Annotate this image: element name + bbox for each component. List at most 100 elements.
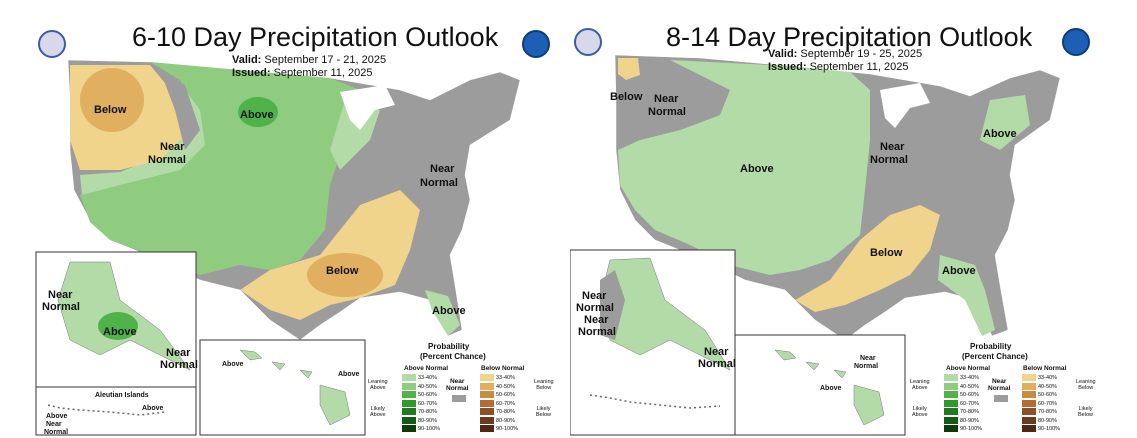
label-aleutian-above-1: Above bbox=[46, 413, 68, 420]
legend-range-above-1: 40-50% bbox=[960, 383, 979, 390]
label-ak-near-4: Normal bbox=[578, 326, 616, 338]
hawaii-islands-shape bbox=[239, 349, 351, 426]
legend-swatch-above-3 bbox=[402, 399, 416, 407]
alaska-above-50 bbox=[98, 312, 138, 340]
legend-row-below-0: 33-40% bbox=[480, 374, 515, 382]
legend-title-2: (Percent Chance) bbox=[420, 352, 486, 361]
legend-swatch-below-2 bbox=[480, 391, 494, 398]
label-near-normal-nw-2: Normal bbox=[648, 106, 686, 118]
legend-6-10: Probability (Percent Chance) Above Norma… bbox=[368, 342, 563, 436]
legend-row-below-1: 40-50% bbox=[1022, 382, 1057, 391]
legend-row-below-1: 40-50% bbox=[480, 382, 515, 391]
legend-swatch-above-5 bbox=[944, 416, 958, 424]
legend-range-above-3: 60-70% bbox=[960, 400, 979, 407]
legend-leaning-below: Leaning Below bbox=[1076, 379, 1096, 391]
legend-below-head: Below Normal bbox=[1023, 365, 1067, 372]
near-normal-nw bbox=[616, 60, 720, 140]
label-ak-near-se-1: Near bbox=[166, 347, 191, 359]
issued-value: September 11, 2025 bbox=[273, 67, 373, 79]
legend-range-above-3: 60-70% bbox=[418, 400, 437, 407]
label-hi-near-1: Near bbox=[860, 355, 876, 362]
valid-value: September 19 - 25, 2025 bbox=[800, 48, 923, 60]
legend-swatch-below-2 bbox=[1022, 391, 1036, 398]
label-ak-near-1: Near bbox=[582, 290, 607, 302]
alaska-near-normal bbox=[600, 270, 625, 340]
legend-swatch-below-6 bbox=[1022, 425, 1036, 432]
page-title-6-10: 6-10 Day Precipitation Outlook bbox=[132, 22, 499, 52]
valid-line-6-10: Valid: September 17 - 21, 2025 bbox=[232, 54, 386, 66]
legend-swatch-below-6 bbox=[480, 425, 494, 432]
label-near-normal-e-2: Normal bbox=[420, 177, 458, 189]
legend-range-above-4: 70-80% bbox=[418, 408, 437, 415]
legend-above-head: Above Normal bbox=[946, 365, 991, 372]
legend-swatch-above-6 bbox=[944, 425, 958, 432]
legend-range-below-5: 80-90% bbox=[496, 417, 515, 424]
label-hi-above-1: Above bbox=[222, 361, 244, 368]
legend-swatch-above-2 bbox=[402, 391, 416, 398]
legend-row-below-2: 50-60% bbox=[480, 391, 515, 399]
legend-row-above-4: 70-80% bbox=[944, 408, 979, 416]
legend-swatch-below-1 bbox=[1022, 382, 1036, 390]
above-lean-se bbox=[938, 255, 995, 336]
legend-row-above-2: 50-60% bbox=[944, 391, 979, 399]
label-hi-above-2: Above bbox=[338, 371, 360, 378]
label-near-normal-nw-1: Near bbox=[654, 93, 679, 105]
legend-row-above-6: 90-100% bbox=[402, 425, 440, 433]
label-ak-near-se-2: Normal bbox=[160, 359, 198, 371]
valid-line-8-14: Valid: September 19 - 25, 2025 bbox=[768, 48, 922, 60]
legend-row-above-5: 80-90% bbox=[944, 416, 979, 425]
aleutian-inset-box bbox=[35, 386, 197, 436]
legend-row-below-4: 70-80% bbox=[1022, 408, 1057, 416]
valid-label: Valid: bbox=[768, 48, 798, 60]
legend-near-swatch bbox=[994, 395, 1008, 402]
legend-range-below-6: 90-100% bbox=[1038, 425, 1061, 432]
noaa-logo-icon bbox=[1062, 28, 1090, 56]
legend-title-1: Probability bbox=[428, 342, 470, 351]
near-normal-nw-wedge bbox=[160, 70, 200, 150]
legend-swatch-above-0 bbox=[402, 374, 416, 381]
legend-range-above-0: 33-40% bbox=[960, 374, 979, 381]
label-ak-near-3: Near bbox=[584, 314, 609, 326]
label-aleutian-above-2: Above bbox=[142, 405, 164, 412]
legend-swatch-below-4 bbox=[480, 408, 494, 415]
legend-swatch-above-1 bbox=[402, 382, 416, 390]
legend-swatch-below-3 bbox=[480, 399, 494, 407]
outlook-panel-8-14-day: Below Near Normal Above Near Normal Abov… bbox=[570, 0, 1135, 438]
legend-likely-below: Likely Below bbox=[1078, 406, 1093, 418]
legend-8-14: Probability (Percent Chance) Above Norma… bbox=[910, 342, 1110, 436]
legend-row-below-3: 60-70% bbox=[480, 399, 515, 408]
legend-likely-above: Likely Above bbox=[912, 406, 928, 418]
legend-swatch-below-5 bbox=[1022, 416, 1036, 424]
legend-swatch-below-1 bbox=[480, 382, 494, 390]
legend-leaning-below: Leaning Below bbox=[534, 379, 554, 391]
legend-row-above-2: 50-60% bbox=[402, 391, 437, 399]
aleutian-islands-shape bbox=[47, 404, 166, 416]
legend-row-above-3: 60-70% bbox=[402, 399, 437, 408]
legend-range-above-6: 90-100% bbox=[418, 425, 441, 432]
label-ak-near-se-2: Normal bbox=[698, 358, 736, 370]
label-ak-near-2: Normal bbox=[42, 301, 80, 313]
legend-row-below-4: 70-80% bbox=[480, 408, 515, 416]
legend-range-below-6: 90-100% bbox=[496, 425, 519, 432]
label-near-normal-c-2: Normal bbox=[870, 154, 908, 166]
label-ak-near-2: Normal bbox=[576, 302, 614, 314]
label-above-nd: Above bbox=[240, 109, 274, 121]
legend-range-above-5: 80-90% bbox=[418, 417, 437, 424]
legend-row-above-0: 33-40% bbox=[944, 374, 979, 382]
label-below-nw: Below bbox=[610, 91, 643, 103]
label-aleutian-near-2: Normal bbox=[44, 429, 68, 436]
valid-label: Valid: bbox=[232, 54, 262, 66]
legend-leaning-above: Leaning Above bbox=[910, 379, 930, 391]
legend-swatch-below-4 bbox=[1022, 408, 1036, 415]
legend-swatch-below-5 bbox=[480, 416, 494, 424]
legend-row-above-4: 70-80% bbox=[402, 408, 437, 416]
valid-value: September 17 - 21, 2025 bbox=[264, 54, 387, 66]
below-lean-nw-coast bbox=[618, 58, 640, 80]
legend-swatch-above-1 bbox=[944, 382, 958, 390]
legend-below-head: Below Normal bbox=[481, 365, 525, 372]
legend-title-2: (Percent Chance) bbox=[962, 352, 1028, 361]
doc-seal-icon bbox=[38, 30, 66, 58]
issued-label: Issued: bbox=[232, 67, 271, 79]
legend-range-above-1: 40-50% bbox=[418, 383, 437, 390]
outlook-panel-6-10-day: Below Near Normal Above Near Normal Belo… bbox=[0, 0, 565, 438]
